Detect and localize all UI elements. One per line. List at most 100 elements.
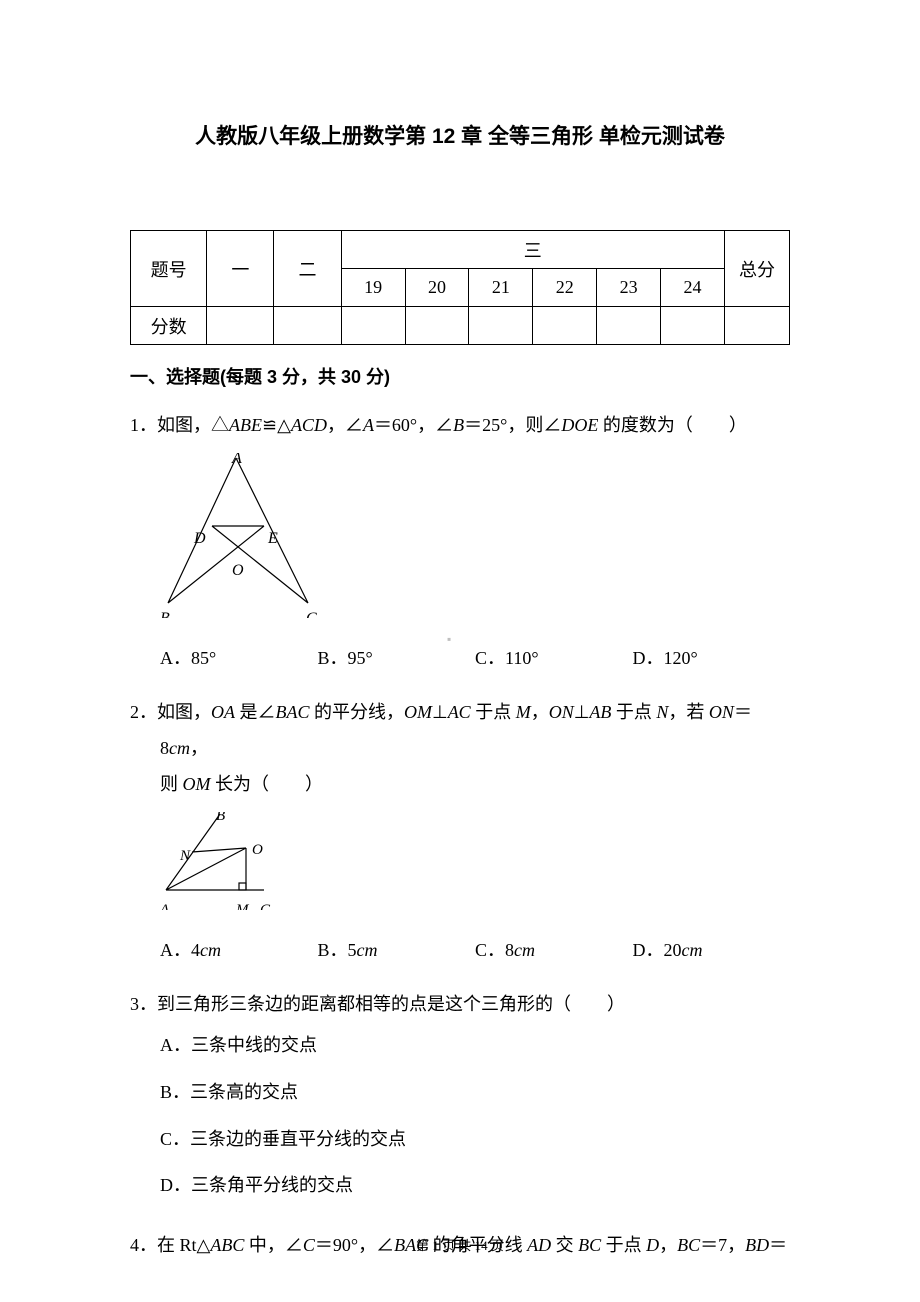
page-title: 人教版八年级上册数学第 12 章 全等三角形 单检元测试卷 [130,120,790,150]
score-cell [469,307,533,345]
q-col: 22 [533,269,597,307]
t: 长为（ ） [211,774,324,794]
t: 的平分线， [310,702,405,722]
t: ON [549,702,574,722]
score-cell [274,307,341,345]
score-table: 题号 一 二 三 总分 19 20 21 22 23 24 分数 [130,230,790,345]
t: A．4 [160,940,200,960]
question-3: 3．到三角形三条边的距离都相等的点是这个三角形的（ ） A．三条中线的交点 B．… [130,986,790,1209]
t: OA [211,702,235,722]
t: B．5 [318,940,357,960]
opt-b: B．5cm [318,932,476,968]
t: AB [589,702,611,722]
t: cm [200,940,221,960]
row-label: 分数 [131,307,207,345]
col-sec2: 二 [274,231,341,307]
t: ON [709,702,734,722]
t: cm [169,738,190,758]
opt-a: A．85° [160,640,318,676]
svg-text:A: A [160,902,170,910]
t: N [656,702,668,722]
t: ACD [291,415,327,435]
t: ， [531,702,549,722]
q1-text: 1．如图，△ABE≌△ACD，∠A＝60°，∠B＝25°，则∠DOE 的度数为（… [130,407,790,443]
score-cell [597,307,661,345]
svg-text:A: A [231,453,242,467]
svg-text:C: C [260,902,271,910]
t: cm [682,940,703,960]
t: C．8 [475,940,514,960]
t: ABE [229,415,262,435]
t: 2．如图， [130,702,211,722]
t: OM [183,774,211,794]
score-cell [341,307,405,345]
svg-text:C: C [306,610,317,618]
t: ＝25°，则∠ [464,415,561,435]
q-col: 20 [405,269,469,307]
t: ＝60°，∠ [374,415,453,435]
svg-text:B: B [160,610,170,618]
q-col: 21 [469,269,533,307]
score-cell [405,307,469,345]
t: D．20 [633,940,682,960]
t: OM [404,702,432,722]
svg-text:D: D [193,530,206,547]
opt-c: C．三条边的垂直平分线的交点 [160,1116,790,1163]
page-footer: 第 1 页 共 14 页 [0,1235,920,1254]
svg-text:B: B [216,812,225,824]
t: B [453,415,464,435]
t: DOE [561,415,598,435]
t: ⊥ [432,702,448,722]
score-cell [207,307,274,345]
score-cell [533,307,597,345]
t: AC [448,702,471,722]
t: 的度数为（ ） [598,415,747,435]
q3-options: A．三条中线的交点 B．三条高的交点 C．三条边的垂直平分线的交点 D．三条角平… [130,1022,790,1209]
t: A [363,415,374,435]
svg-text:O: O [232,562,244,579]
q2-options: A．4cm B．5cm C．8cm D．20cm [130,932,790,968]
score-cell [661,307,725,345]
question-1: 1．如图，△ABE≌△ACD，∠A＝60°，∠B＝25°，则∠DOE 的度数为（… [130,407,790,676]
row-label: 题号 [131,231,207,307]
section-a-header: 一、选择题(每题 3 分，共 30 分) [130,363,790,389]
q2-text-line2: 则 OM 长为（ ） [130,766,790,802]
svg-text:E: E [267,530,278,547]
svg-text:N: N [179,848,191,864]
t: ， [190,738,208,758]
q-col: 24 [661,269,725,307]
t: ≌△ [262,415,291,435]
t: BAC [276,702,310,722]
t: cm [357,940,378,960]
question-2: 2．如图，OA 是∠BAC 的平分线，OM⊥AC 于点 M，ON⊥AB 于点 N… [130,694,790,968]
t: ⊥ [574,702,590,722]
svg-text:M: M [235,902,250,910]
opt-d: D．120° [633,640,791,676]
t: M [516,702,531,722]
q3-text: 3．到三角形三条边的距离都相等的点是这个三角形的（ ） [130,986,790,1022]
t: 于点 [471,702,516,722]
table-row: 分数 [131,307,790,345]
t: ，∠ [327,415,363,435]
opt-a: A．三条中线的交点 [160,1022,790,1069]
opt-c: C．110° [475,640,633,676]
t: 是∠ [235,702,276,722]
q-col: 23 [597,269,661,307]
svg-text:O: O [252,842,263,858]
t: 于点 [611,702,656,722]
t: 1．如图，△ [130,415,229,435]
opt-d: D．三条角平分线的交点 [160,1162,790,1209]
opt-c: C．8cm [475,932,633,968]
col-sec3: 三 [341,231,724,269]
q1-options: A．85° B．95° C．110° D．120° [130,640,790,676]
q2-text: 2．如图，OA 是∠BAC 的平分线，OM⊥AC 于点 M，ON⊥AB 于点 N… [130,694,790,766]
q-col: 19 [341,269,405,307]
table-row: 题号 一 二 三 总分 [131,231,790,269]
t: 则 [160,774,183,794]
opt-b: B．三条高的交点 [160,1069,790,1116]
opt-d: D．20cm [633,932,791,968]
watermark: ▪ [447,632,452,647]
q2-diagram: A B C M O N [160,812,790,922]
t: ，若 [668,702,709,722]
col-total: 总分 [724,231,789,307]
